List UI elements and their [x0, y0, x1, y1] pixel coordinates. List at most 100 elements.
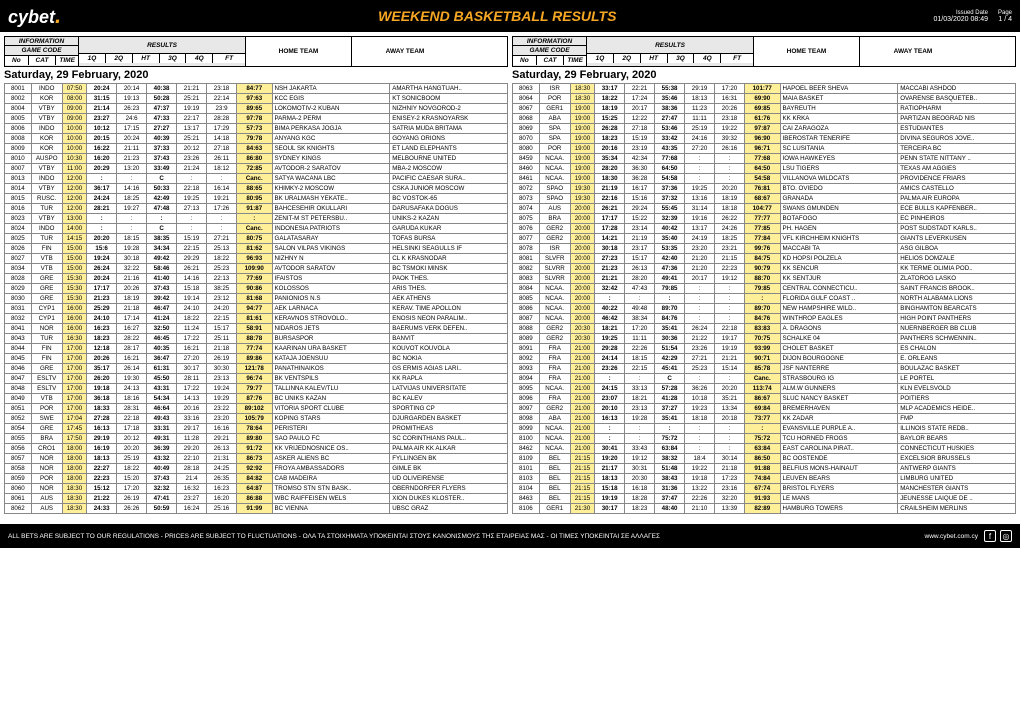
table-row: 8057NOR18:00 18:1325:1943:32 22:1021:318… [5, 454, 508, 464]
table-row: 8028GRE15:30 20:2421:1641:40 14:1622:137… [5, 274, 508, 284]
table-row: 8076GER220:00 17:2823:1440:42 13:1724:26… [513, 224, 1016, 234]
table-row: 8077GER220:00 14:2121:1935:40 24:1918:25… [513, 234, 1016, 244]
table-row: 8100NCAA.21:00 ::75:72 ::75:72 TCU HORNE… [513, 434, 1016, 444]
table-row: 8029GRE15:30 17:1720:2637:43 15:1838:259… [5, 284, 508, 294]
table-row: 8097GER221:00 20:1023:1337:27 19:2313:34… [513, 404, 1016, 414]
table-row: 8047ESLTV17:00 26:2019:3045:50 28:1123:1… [5, 374, 508, 384]
table-row: 8001INDO07:50 20:2420:1440:38 21:2123:18… [5, 84, 508, 94]
table-row: 8005VTBY09:00 23:2724:647:33 22:1728:289… [5, 114, 508, 124]
table-row: 8026FIN15:00 15:619:2834:34 22:1525:1381… [5, 244, 508, 254]
table-row: 8009KOR10:00 16:2221:1137:33 20:1227:188… [5, 144, 508, 154]
table-row: 8064POR18:30 18:2217:2435:46 18:1316:316… [513, 94, 1016, 104]
table-row: 8049VTB17:00 36:1818:1654:34 14:1319:298… [5, 394, 508, 404]
table-row: 8459NCAA.19:00 35:3442:3477:68 ::77:68 I… [513, 154, 1016, 164]
table-row: 8094FRA21:00 ::C ::Canc. STRASBOURG IGLE… [513, 374, 1016, 384]
table-row: 8082SLVRR20:00 21:2326:1347:36 21:2022:2… [513, 264, 1016, 274]
page-header: cybet. WEEKEND BASKETBALL RESULTS Issued… [0, 0, 1020, 32]
table-row: 8103BEL21:15 18:1320:3038:43 19:1817:237… [513, 474, 1016, 484]
table-row: 8002KOR08:00 31:1519:1350:28 25:2122:149… [5, 94, 508, 104]
table-row: 8099NCAA.21:00 ::: ::: EVANSVILLE PURPLE… [513, 424, 1016, 434]
table-row: 8041NOR16:00 16:2316:2732:50 11:2415:175… [5, 324, 508, 334]
table-row: 8051POR17:00 18:3328:3146:64 20:1623:228… [5, 404, 508, 414]
table-row: 8023VTBY13:00 ::: ::: ZENIT-M ST PETERSB… [5, 214, 508, 224]
table-row: 8027VTB15:00 19:2430:1849:42 29:2918:229… [5, 254, 508, 264]
table-row: 8075BRA20:00 17:1715:2232:39 19:1626:227… [513, 214, 1016, 224]
table-row: 8063ISR18:30 33:1722:2155:38 29:1917:201… [513, 84, 1016, 94]
table-row: 8088GER220:30 18:2117:2035:41 26:2422:18… [513, 324, 1016, 334]
table-row: 8052SWE17:04 27:2822:1849:43 33:1623:201… [5, 414, 508, 424]
table-row: 8096FRA21:00 23:0718:2141:28 10:1835:218… [513, 394, 1016, 404]
table-row: 8060NOR18:30 15:1217:2032:32 16:3216:236… [5, 484, 508, 494]
table-row: 8006INDO10:00 10:1217:1527:27 13:1717:29… [5, 124, 508, 134]
table-row: 8013INDO12:00 ::C ::Canc. SATYA WACANA L… [5, 174, 508, 184]
table-row: 8058NOR18:00 22:2718:2240:49 28:1824:259… [5, 464, 508, 474]
table-row: 8106GER121:30 30:1718:2348:40 21:1013:39… [513, 504, 1016, 514]
table-row: 8025TUR14:15 20:2018:1538:35 15:1927:218… [5, 234, 508, 244]
table-row: 8014VTBY12:00 36:1714:1650:33 22:1816:14… [5, 184, 508, 194]
table-row: 8048ESLTV17:00 19:1824:1343:31 17:2219:2… [5, 384, 508, 394]
disclaimer: ALL BETS ARE SUBJECT TO OUR REGULATIONS … [8, 533, 660, 540]
table-row: 8016TUR12:00 28:2119:2747:48 27:1317:269… [5, 204, 508, 214]
table-row: 8073SPAO19:30 22:1615:1637:32 13:1618:19… [513, 194, 1016, 204]
table-row: 8074AUS20:00 26:2129:2455:45 31:1418:181… [513, 204, 1016, 214]
table-row: 8086NCAA.20:00 40:2249:4889:70 ::89:70 N… [513, 304, 1016, 314]
table-row: 8030GRE15:30 21:2318:1939:42 19:1423:128… [5, 294, 508, 304]
table-row: 8462NCAA.21:00 30:4133:4363:84 ::63:84 E… [513, 444, 1016, 454]
header-meta: Issued Date01/03/2020 08:49 Page1 / 4 [933, 10, 1012, 23]
table-row: 8461NCAA.19:00 18:3036:2854:58 ::54:58 V… [513, 174, 1016, 184]
table-row: 8080POR19:00 20:1623:1943:35 27:2026:169… [513, 144, 1016, 154]
column-header: INFORMATION GAME CODE No CAT TIME RESULT… [4, 36, 508, 67]
table-row: 8093FRA21:00 23:2622:1545:41 25:2315:148… [513, 364, 1016, 374]
table-row: 8078ISR20:00 30:1823:1753:35 23:2023:219… [513, 244, 1016, 254]
table-row: 8032CYP116:00 24:1017:1441:24 18:2222:15… [5, 314, 508, 324]
table-row: 8056CRO118:00 16:1920:2036:39 29:2026:13… [5, 444, 508, 454]
table-row: 8072SPAO19:30 21:1916:1737:36 19:2520:20… [513, 184, 1016, 194]
table-row: 8054GRE17:45 16:1317:1833:31 29:1716:167… [5, 424, 508, 434]
table-row: 8092FRA21:00 24:1418:1542:29 27:2121:219… [513, 354, 1016, 364]
table-row: 8046GRE17:00 35:1726:1461:31 30:1730:301… [5, 364, 508, 374]
table-row: 8067GER119:00 18:1920:1738:36 11:2320:26… [513, 104, 1016, 114]
table-row: 8463BEL21:15 19:1918:2837:47 22:2632:209… [513, 494, 1016, 504]
table-row: 8081SLVFR20:00 27:2315:1742:40 21:2021:1… [513, 254, 1016, 264]
table-row: 8085NCAA.20:00 ::: ::: FLORIDA GULF COAS… [513, 294, 1016, 304]
logo: cybet. [8, 3, 61, 29]
instagram-icon[interactable]: ◎ [1000, 530, 1012, 542]
table-row: 8104BEL21:15 15:1816:1831:36 13:2223:166… [513, 484, 1016, 494]
table-row: 8045FIN17:00 20:2616:2136:47 27:2026:198… [5, 354, 508, 364]
facebook-icon[interactable]: f [984, 530, 996, 542]
table-row: 8007VTBY11:00 20:2913:2033:49 21:2418:12… [5, 164, 508, 174]
page-footer: ALL BETS ARE SUBJECT TO OUR REGULATIONS … [0, 524, 1020, 548]
table-row: 8044FIN17:00 12:1828:1740:35 16:2121:187… [5, 344, 508, 354]
table-row: 8015RUSC.12:00 24:2418:2542:49 19:2519:2… [5, 194, 508, 204]
table-row: 8059POR18:00 22:2315:2037:43 21:426:3584… [5, 474, 508, 484]
content: INFORMATION GAME CODE No CAT TIME RESULT… [0, 32, 1020, 518]
table-row: 8098ABA21:00 16:1319:2835:41 18:1820:187… [513, 414, 1016, 424]
footer-url: www.cybet.com.cy [925, 533, 978, 540]
table-row: 8055BRA17:50 29:1920:1249:31 11:2829:218… [5, 434, 508, 444]
table-row: 8083SLVRR20:00 21:2128:2049:41 20:1719:1… [513, 274, 1016, 284]
table-row: 8043TUR16:30 18:2328:2246:45 17:2225:118… [5, 334, 508, 344]
date-heading: Saturday, 29 February, 2020 [512, 67, 1016, 83]
table-row: 8069SPA19:00 26:2827:1853:46 25:1919:229… [513, 124, 1016, 134]
table-row: 8031CYP116:00 25:2921:1846:47 24:1024:20… [5, 304, 508, 314]
date-heading: Saturday, 29 February, 2020 [4, 67, 508, 83]
table-row: 8024INDO14:00 ::C ::Canc. INDONESIA PATR… [5, 224, 508, 234]
table-row: 8087NCAA.20:00 46:4238:3484:76 ::84:76 W… [513, 314, 1016, 324]
table-row: 8095NCAA.21:00 24:1533:1357:28 36:2620:2… [513, 384, 1016, 394]
panel-right: INFORMATION GAME CODE No CAT TIME RESULT… [512, 36, 1016, 514]
table-row: 8109BEL21:15 19:2019:1238:32 18:430:1486… [513, 454, 1016, 464]
panel-left: INFORMATION GAME CODE No CAT TIME RESULT… [4, 36, 508, 514]
table-row: 8084NCAA.20:00 32:4247:4379:85 ::79:85 C… [513, 284, 1016, 294]
social-icons: f ◎ [984, 530, 1012, 542]
table-row: 8089GER220:30 19:2511:1130:36 21:2219:17… [513, 334, 1016, 344]
table-row: 8101BEL21:15 21:1730:3151:48 19:2221:189… [513, 464, 1016, 474]
table-row: 8070SPA19:00 18:2315:1933:42 24:1639:329… [513, 134, 1016, 144]
table-row: 8004VTBY09:00 21:1426:2347:37 19:1923:98… [5, 104, 508, 114]
results-table: 8001INDO07:50 20:2420:1440:38 21:2123:18… [4, 83, 508, 514]
table-row: 8008KOR10:00 20:1520:2440:39 25:2114:187… [5, 134, 508, 144]
page-title: WEEKEND BASKETBALL RESULTS [61, 8, 933, 24]
column-header: INFORMATION GAME CODE No CAT TIME RESULT… [512, 36, 1016, 67]
table-row: 8010AUSPO10:30 16:2021:2337:43 23:2626:1… [5, 154, 508, 164]
results-table: 8063ISR18:30 33:1722:2155:38 29:1917:201… [512, 83, 1016, 514]
table-row: 8034VTB15:00 26:2432:2258:46 26:2125:231… [5, 264, 508, 274]
